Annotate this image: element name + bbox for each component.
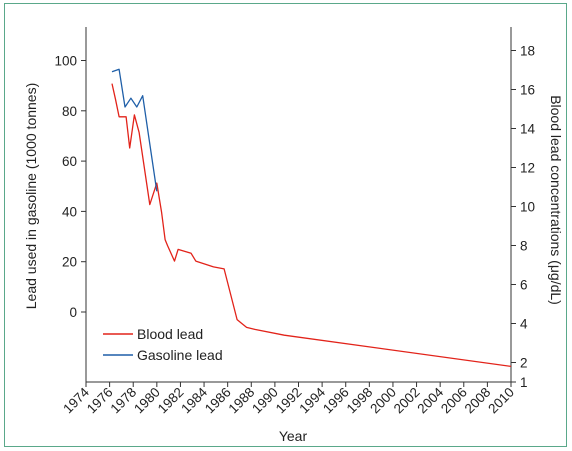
left-axis-title: Lead used in gasoline (1000 tonnes) bbox=[23, 83, 39, 310]
right-tick-label: 2 bbox=[520, 356, 528, 371]
x-tick-label: 1974 bbox=[60, 384, 92, 416]
legend-label: Gasoline lead bbox=[137, 347, 223, 363]
left-tick-label: 80 bbox=[62, 104, 77, 119]
x-tick-label: 2002 bbox=[391, 385, 423, 417]
x-tick-label: 1982 bbox=[155, 385, 187, 417]
x-tick-label: 1994 bbox=[296, 384, 328, 416]
right-axis-title: Blood lead concentrations (μg/dL) bbox=[548, 95, 564, 305]
x-tick-label: 1984 bbox=[178, 384, 210, 416]
legend-label: Blood lead bbox=[137, 326, 203, 342]
series-line-1 bbox=[111, 68, 158, 192]
left-tick-label: 40 bbox=[62, 204, 77, 219]
figure-frame bbox=[4, 3, 567, 447]
series-layer bbox=[111, 68, 512, 368]
x-tick-label: 2004 bbox=[414, 384, 446, 416]
left-tick-label: 0 bbox=[69, 305, 77, 320]
x-tick-label: 1988 bbox=[226, 385, 258, 417]
x-tick-label: 1980 bbox=[131, 385, 163, 417]
x-tick-label: 1978 bbox=[107, 385, 139, 417]
series-line-0 bbox=[111, 83, 512, 368]
x-axis-title: Year bbox=[279, 428, 308, 444]
left-tick-label: 60 bbox=[62, 154, 77, 169]
x-tick-label: 1990 bbox=[249, 385, 281, 417]
right-tick-label: 16 bbox=[520, 83, 535, 98]
right-tick-label: 1 bbox=[520, 375, 528, 390]
x-tick-label: 1996 bbox=[320, 385, 352, 417]
right-tick-label: 10 bbox=[520, 200, 535, 215]
x-tick-label: 2010 bbox=[485, 385, 517, 417]
right-tick-label: 4 bbox=[520, 317, 528, 332]
x-tick-label: 2000 bbox=[367, 385, 399, 417]
right-tick-label: 12 bbox=[520, 161, 535, 176]
left-y-axis: 0 20 40 60 80 100 bbox=[54, 27, 87, 382]
right-tick-label: 8 bbox=[520, 239, 528, 254]
x-axis: 1974197619781980198219841986198819901992… bbox=[60, 381, 517, 417]
right-tick-label: 14 bbox=[520, 122, 536, 137]
x-tick-label: 2008 bbox=[462, 385, 494, 417]
x-tick-label: 1986 bbox=[202, 385, 234, 417]
left-tick-label: 20 bbox=[62, 255, 77, 270]
right-tick-label: 6 bbox=[520, 278, 528, 293]
left-tick-label: 100 bbox=[54, 54, 77, 69]
legend: Blood lead Gasoline lead bbox=[103, 326, 223, 363]
right-tick-label: 18 bbox=[520, 44, 535, 59]
x-tick-label: 1976 bbox=[84, 385, 116, 417]
x-tick-label: 1998 bbox=[344, 385, 376, 417]
x-tick-label: 1992 bbox=[273, 385, 305, 417]
x-tick-label: 2006 bbox=[438, 385, 470, 417]
